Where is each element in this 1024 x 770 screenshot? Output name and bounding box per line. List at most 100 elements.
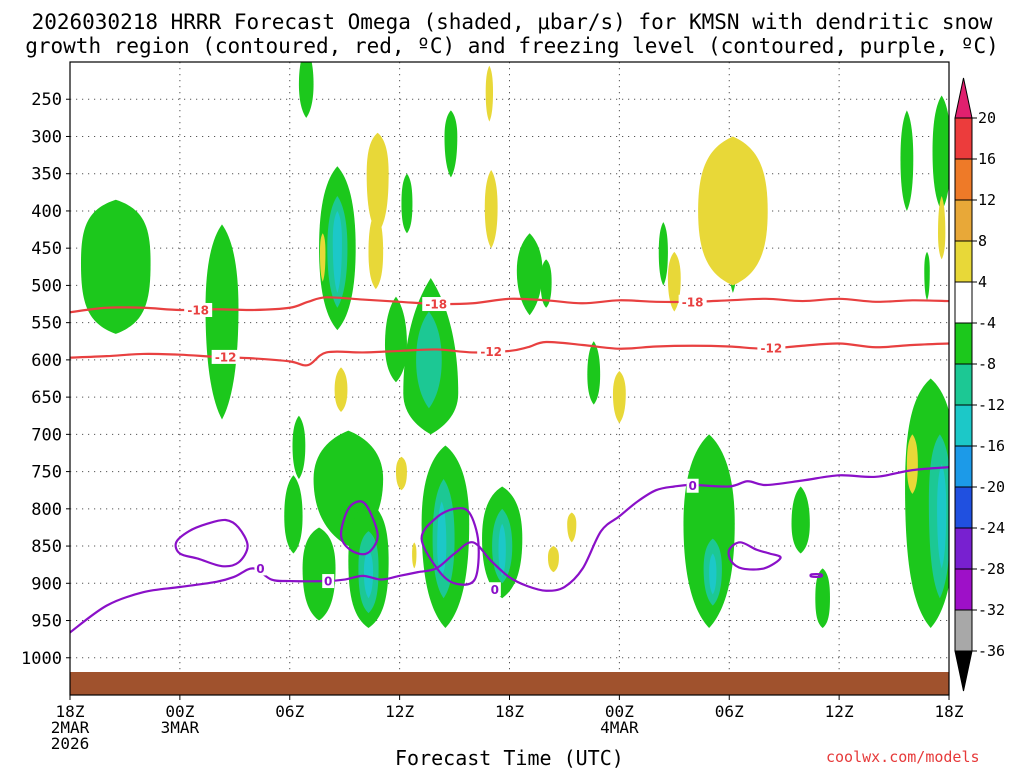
- contour-label-freezing: 0: [688, 479, 696, 493]
- freezing-level-closed-contour: [809, 572, 824, 578]
- colorbar-label: -32: [978, 601, 1005, 619]
- freezing-level-closed-contour: [727, 541, 782, 571]
- colorbar-swatch: [954, 404, 973, 447]
- omega-shaded-region: [485, 65, 494, 122]
- contour-label-background: [477, 344, 506, 359]
- omega-shaded-region: [587, 341, 601, 405]
- omega-shaded-region: [667, 251, 681, 312]
- colorbar-swatch: [954, 609, 973, 652]
- colorbar-swatch: [954, 117, 973, 160]
- omega-shaded-region: [444, 110, 458, 178]
- omega-shaded-region: [368, 210, 384, 290]
- omega-shaded-region: [815, 568, 830, 628]
- omega-shaded-region: [709, 553, 717, 595]
- omega-shaded-region: [298, 62, 314, 118]
- contour-label-background: [184, 302, 213, 317]
- freezing-level-closed-contour: [339, 500, 379, 556]
- omega-shaded-region: [395, 456, 407, 491]
- y-tick-label: 450: [31, 239, 62, 259]
- y-tick-label: 600: [31, 351, 62, 371]
- y-tick-label: 500: [31, 276, 62, 296]
- x-tick-label: 18Z: [495, 702, 524, 721]
- colorbar-label: 4: [978, 273, 987, 291]
- colorbar-swatch: [954, 363, 973, 406]
- omega-shaded-region: [658, 222, 668, 286]
- colorbar: 20 16 12 8 4 -4 -8 -12 -16 -20 -24 -28 -32 -36: [954, 77, 1005, 692]
- x-tick-label: 18Z: [56, 702, 85, 721]
- omega-shaded-region: [332, 210, 342, 293]
- colorbar-swatch: [954, 568, 973, 611]
- colorbar-top-arrow: [954, 77, 973, 119]
- colorbar-swatch: [954, 281, 973, 324]
- colorbar-label: -8: [978, 355, 996, 373]
- omega-shaded-region: [938, 196, 946, 260]
- x-tick-label: 06Z: [275, 702, 304, 721]
- x-tick-label: 4MAR: [600, 718, 639, 737]
- colorbar-swatch: [954, 199, 973, 242]
- y-tick-label: 350: [31, 165, 62, 185]
- y-axis: 250 300 350 400 450 500 550 600 650 700 750 800 850 9…: [21, 90, 70, 669]
- colorbar-label: -4: [978, 314, 996, 332]
- omega-shaded-region: [698, 136, 768, 286]
- contour-label-minus12: -12: [215, 350, 237, 364]
- contour-label-freezing: 0: [324, 575, 332, 589]
- colorbar-label: 20: [978, 109, 996, 127]
- y-tick-label: 400: [31, 202, 62, 222]
- omega-shaded-region: [334, 367, 348, 413]
- omega-shaded-region: [205, 224, 239, 420]
- contour-label-minus18: -18: [682, 295, 704, 309]
- colorbar-label: 12: [978, 191, 996, 209]
- colorbar-label: 16: [978, 150, 996, 168]
- omega-shaded-region: [366, 132, 389, 234]
- contour-label-background: [686, 478, 699, 493]
- colorbar-label: -20: [978, 478, 1005, 496]
- x-axis-title: Forecast Time (UTC): [395, 746, 624, 770]
- colorbar-label: -12: [978, 396, 1005, 414]
- y-tick-label: 300: [31, 127, 62, 147]
- x-tick-label: 12Z: [825, 702, 854, 721]
- contour-label-background: [488, 582, 501, 597]
- freezing-level-closed-contour: [174, 518, 249, 568]
- contour-label-background: [678, 294, 707, 309]
- omega-shaded-region: [612, 371, 626, 424]
- colorbar-label: -24: [978, 519, 1005, 537]
- colorbar-swatch: [954, 322, 973, 365]
- y-tick-label: 1000: [21, 649, 62, 669]
- omega-shaded-region: [567, 512, 577, 543]
- omega-shaded-region: [416, 311, 442, 409]
- contour-label-background: [211, 349, 240, 364]
- colorbar-bottom-arrow: [954, 650, 973, 692]
- omega-shaded-region: [292, 415, 306, 480]
- contour-label-minus18: -18: [425, 298, 447, 312]
- contour-minus18-line: [70, 296, 949, 314]
- x-tick-label: 2026: [51, 734, 90, 753]
- x-tick-label: 2MAR: [51, 718, 90, 737]
- omega-shaded-region: [937, 464, 947, 569]
- contour-label-background: [422, 297, 451, 312]
- colorbar-label: -36: [978, 642, 1005, 660]
- credit-text: coolwx.com/models: [826, 748, 980, 766]
- omega-shaded-region: [924, 251, 930, 301]
- x-tick-label: 00Z: [165, 702, 194, 721]
- colorbar-label: -28: [978, 560, 1005, 578]
- contour-label-background: [322, 574, 335, 589]
- contour-label-background: [757, 340, 786, 355]
- contour-label-freezing: 0: [256, 562, 264, 576]
- omega-shaded-region: [319, 233, 326, 282]
- omega-shaded-region: [401, 173, 413, 234]
- omega-shaded-region: [284, 475, 303, 554]
- omega-shaded-region: [437, 501, 447, 576]
- contour-layer: -18 -18 -18 -12 -12 -12 0 0 0 0: [70, 294, 949, 634]
- omega-shaded-region: [498, 523, 506, 576]
- contour-label-minus12: -12: [761, 341, 783, 355]
- x-tick-label: 12Z: [385, 702, 414, 721]
- omega-shaded-region: [516, 233, 543, 316]
- colorbar-swatch: [954, 158, 973, 201]
- y-tick-label: 900: [31, 574, 62, 594]
- contour-label-minus18: -18: [187, 303, 209, 317]
- contour-label-background: [254, 561, 267, 576]
- x-tick-label: 18Z: [935, 702, 964, 721]
- y-tick-label: 800: [31, 500, 62, 520]
